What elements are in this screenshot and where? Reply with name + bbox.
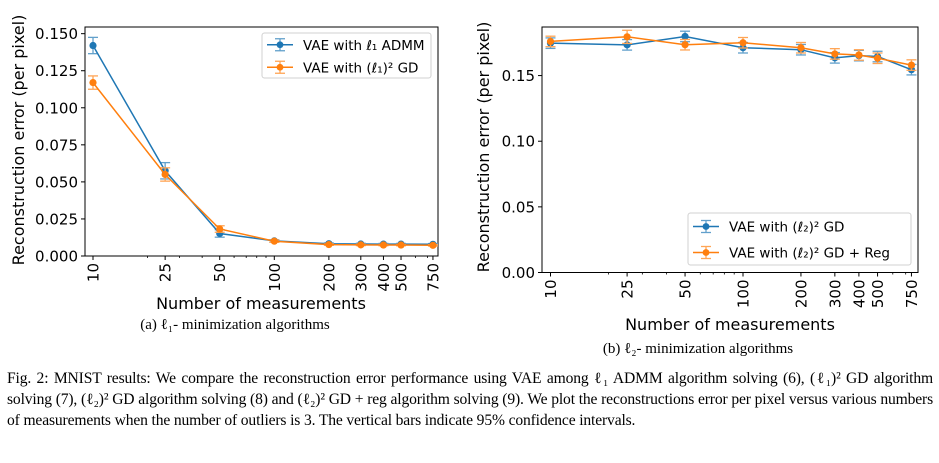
x-tick-label: 300 [826, 280, 844, 309]
data-point [739, 39, 747, 47]
data-point [546, 37, 555, 46]
chart-panel-b: Reconstruction error (per pixel) Number … [474, 22, 921, 357]
plot-frame [541, 26, 919, 273]
y-tick-label: 0.025 [35, 210, 78, 228]
series-line [92, 82, 433, 247]
data-point [797, 44, 805, 52]
data-point [325, 240, 333, 249]
x-tick-label: 300 [352, 263, 370, 292]
series-2 [88, 75, 438, 249]
x-tick-label: 50 [211, 263, 229, 282]
legend-label: VAE with (ℓ₂)² GD [729, 220, 844, 236]
x-tick-label: 400 [375, 263, 393, 292]
data-point [379, 241, 388, 249]
data-point [623, 33, 631, 41]
data-point [89, 78, 97, 87]
x-tick-label: 10 [85, 263, 103, 282]
y-tick-label: 0.10 [502, 133, 535, 151]
chart-panel-a: Reconstruction error (per pixel) Number … [9, 15, 442, 333]
data-point [873, 54, 882, 62]
y-tick-label: 0.15 [502, 67, 535, 85]
legend-box [687, 212, 912, 266]
data-point [216, 225, 224, 233]
x-tick-label: 100 [735, 280, 753, 309]
legend-box [261, 32, 432, 79]
data-point [681, 32, 689, 41]
data-point [831, 50, 839, 58]
y-tick-label: 0.125 [35, 62, 78, 80]
x-tick-label: 750 [903, 280, 921, 309]
x-tick-label: 100 [266, 263, 284, 292]
legend-label: VAE with (ℓ₂)² GD + Reg [729, 246, 890, 262]
legend: VAE with ℓ₁ ADMM VAE with (ℓ₁)² GD [261, 32, 432, 79]
x-tick-label: 500 [393, 263, 411, 292]
y-axis-label-a: Reconstruction error (per pixel) [9, 15, 28, 266]
y-tick-label: 0.075 [35, 136, 78, 154]
data-point [161, 170, 169, 179]
legend: VAE with (ℓ₂)² GD VAE with (ℓ₂)² GD + Reg [687, 212, 912, 266]
y-tick-label: 0.00 [502, 264, 535, 282]
x-axis-label-a: Number of measurements [156, 294, 366, 313]
subcaption-a: (a) ℓ₁- minimization algorithms [140, 317, 330, 333]
legend-label: VAE with (ℓ₁)² GD [303, 60, 418, 76]
data-point [907, 61, 916, 69]
x-tick-label: 200 [792, 280, 810, 309]
series-2 [545, 29, 917, 71]
y-tick-label: 0.050 [35, 173, 78, 191]
plot-frame [84, 26, 439, 257]
x-tick-label: 750 [424, 263, 442, 292]
x-tick-label: 500 [869, 280, 887, 309]
data-point [397, 241, 405, 249]
data-point [270, 237, 278, 245]
legend-marker [702, 249, 710, 256]
y-tick-label: 0.150 [35, 25, 78, 43]
x-tick-label: 25 [157, 263, 175, 282]
legend-marker [276, 41, 284, 49]
legend-marker [702, 223, 710, 230]
data-point [429, 241, 437, 249]
x-tick-label: 200 [320, 263, 338, 292]
x-tick-label: 25 [619, 280, 637, 299]
x-tick-label: 400 [850, 280, 868, 309]
data-point [855, 51, 863, 59]
legend-marker [276, 63, 284, 71]
y-tick-label: 0.100 [35, 99, 78, 117]
data-point [681, 41, 689, 49]
y-tick-label: 0.000 [35, 248, 78, 266]
subcaption-b: (b) ℓ₂- minimization algorithms [603, 341, 793, 357]
legend-label: VAE with ℓ₁ ADMM [303, 38, 425, 54]
figure-caption: Fig. 2: MNIST results: We compare the re… [7, 370, 933, 429]
data-point [89, 41, 97, 50]
y-tick-label: 0.05 [502, 198, 535, 216]
x-tick-label: 10 [542, 280, 560, 299]
x-tick-label: 50 [677, 280, 695, 299]
data-point [357, 241, 365, 249]
y-axis-label-b: Reconstruction error (per pixel) [474, 22, 493, 273]
x-axis-label-b: Number of measurements [625, 315, 835, 334]
